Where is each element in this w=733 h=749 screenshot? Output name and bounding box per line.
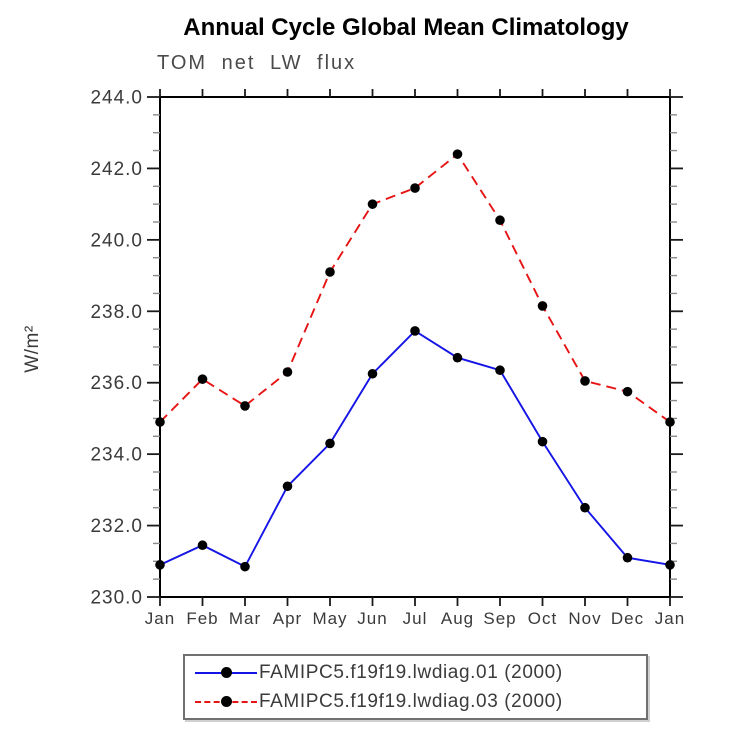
x-tick-label: May [312,609,347,628]
y-tick-label: 234.0 [90,445,143,466]
y-tick-label: 236.0 [90,373,143,394]
data-point-marker [240,401,250,411]
data-point-marker [580,376,590,386]
data-point-marker [452,149,463,159]
data-point-marker [240,561,250,572]
x-tick-label: Aug [441,609,474,628]
data-point-marker [325,267,335,277]
data-point-marker [665,417,675,427]
x-tick-label: Nov [568,609,601,628]
legend-label-series-2: FAMIPC5.f19f19.lwdiag.03 (2000) [259,690,563,712]
data-point-marker [580,502,590,513]
data-point-marker [367,199,378,209]
data-point-marker [155,417,165,427]
chart-subtitle: TOM net LW flux [157,52,357,74]
x-tick-label: Feb [186,609,218,628]
data-point-marker [495,365,505,376]
y-tick-label: 232.0 [90,516,143,537]
series-line-1 [159,152,671,423]
data-point-marker [282,367,293,377]
chart-title: Annual Cycle Global Mean Climatology [183,14,629,41]
data-point-marker [622,386,633,397]
y-tick-label: 238.0 [90,302,143,323]
x-tick-label: Jul [403,609,428,628]
data-point-marker [197,540,208,551]
x-tick-label: Oct [528,609,557,628]
data-point-marker [665,560,675,570]
legend-item-series-2: FAMIPC5.f19f19.lwdiag.03 (2000) [195,687,646,716]
data-point-marker [325,438,335,449]
legend-label-series-1: FAMIPC5.f19f19.lwdiag.01 (2000) [259,661,563,683]
legend-item-series-1: FAMIPC5.f19f19.lwdiag.01 (2000) [195,658,646,687]
x-tick-label: Jan [145,609,175,628]
x-tick-label: Mar [229,609,261,628]
data-point-marker [622,552,633,563]
data-point-marker [495,215,505,226]
legend-marker-dot-icon [221,695,232,707]
x-tick-label: Apr [273,609,302,628]
data-point-marker [410,326,420,336]
y-tick-label: 242.0 [90,159,143,180]
x-tick-label: Dec [611,609,644,628]
data-point-marker [282,481,293,492]
x-tick-label: Sep [483,609,516,628]
data-point-marker [452,352,463,363]
data-point-marker [537,301,548,311]
x-tick-label: Jan [655,609,685,628]
y-tick-label: 230.0 [90,588,143,609]
data-point-marker [197,374,208,384]
data-point-marker [537,436,548,447]
data-point-marker [155,560,165,570]
x-tick-label: Jun [357,609,387,628]
legend-marker-dot-icon [221,666,232,678]
series-line-0 [159,329,671,568]
y-axis-label: W/m² [22,325,43,372]
y-tick-label: 240.0 [90,230,143,251]
y-tick-label: 244.0 [90,88,143,109]
data-point-marker [410,183,420,193]
legend: FAMIPC5.f19f19.lwdiag.01 (2000) FAMIPC5.… [183,654,648,720]
data-point-marker [367,368,378,379]
